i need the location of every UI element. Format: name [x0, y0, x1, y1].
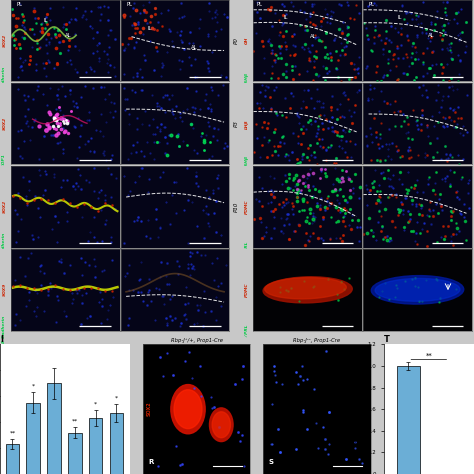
Text: PL: PL [256, 1, 263, 7]
Text: AL: AL [191, 45, 198, 50]
Text: / FSHβ: / FSHβ [246, 73, 249, 90]
Y-axis label: Relative Pituitary Spheres
(C/CKO): Relative Pituitary Spheres (C/CKO) [354, 375, 365, 443]
Text: / TSHβ: / TSHβ [246, 156, 249, 173]
Text: / PROP1: / PROP1 [3, 155, 7, 174]
Title: Rbp-J⁺/+, Prop1-Cre: Rbp-J⁺/+, Prop1-Cre [171, 338, 223, 343]
Ellipse shape [264, 278, 346, 299]
Ellipse shape [263, 277, 352, 303]
Text: PL: PL [126, 1, 132, 7]
Bar [27, 403, 40, 474]
Text: **: ** [72, 419, 78, 423]
Text: R: R [148, 459, 154, 465]
Text: AL: AL [65, 33, 72, 37]
Text: GH: GH [246, 37, 249, 45]
Text: / PRL: / PRL [246, 241, 249, 254]
Text: SOX2: SOX2 [3, 117, 7, 130]
Text: IL: IL [284, 15, 288, 19]
Text: P3: P3 [234, 120, 238, 127]
Bar [109, 413, 123, 474]
Text: SOX9: SOX9 [3, 283, 7, 296]
Text: PL: PL [369, 1, 374, 7]
Ellipse shape [375, 278, 460, 301]
Text: LHβ: LHβ [246, 119, 249, 128]
Bar [89, 418, 102, 474]
Ellipse shape [371, 275, 464, 304]
Text: / PRL: / PRL [246, 324, 249, 337]
Ellipse shape [174, 390, 202, 428]
Ellipse shape [212, 412, 230, 438]
Text: *: * [94, 401, 97, 407]
Text: / E-Cadherin: / E-Cadherin [3, 232, 7, 263]
Bar [47, 383, 61, 474]
Text: I: I [0, 335, 3, 344]
Bar [68, 432, 82, 474]
Bar [6, 444, 19, 474]
Title: Rbp-Jᵓᵓ, Prop1-Cre: Rbp-Jᵓᵓ, Prop1-Cre [293, 338, 340, 343]
Text: IL: IL [148, 26, 152, 31]
Text: AL: AL [428, 33, 435, 37]
Text: / E-Cadherin: / E-Cadherin [3, 66, 7, 97]
Text: **: ** [426, 352, 432, 358]
Text: IL: IL [398, 15, 402, 19]
Text: *: * [115, 395, 118, 400]
Text: *: * [32, 383, 35, 388]
Bar [397, 366, 419, 474]
Text: T: T [383, 335, 390, 344]
Text: P10: P10 [234, 201, 238, 212]
Text: P0: P0 [234, 37, 238, 44]
Text: S: S [269, 459, 273, 465]
Text: SOX2: SOX2 [3, 34, 7, 47]
Text: PL: PL [16, 1, 22, 7]
Ellipse shape [210, 408, 233, 442]
Text: AL: AL [310, 34, 316, 39]
Text: POMC: POMC [246, 283, 249, 297]
Ellipse shape [171, 384, 205, 434]
Text: SOX2: SOX2 [147, 402, 152, 417]
Text: POMC: POMC [246, 200, 249, 214]
Text: **: ** [9, 430, 16, 435]
Text: / E-Cadherin: / E-Cadherin [3, 315, 7, 346]
Text: IL: IL [44, 18, 48, 23]
Text: SOX2: SOX2 [3, 200, 7, 213]
